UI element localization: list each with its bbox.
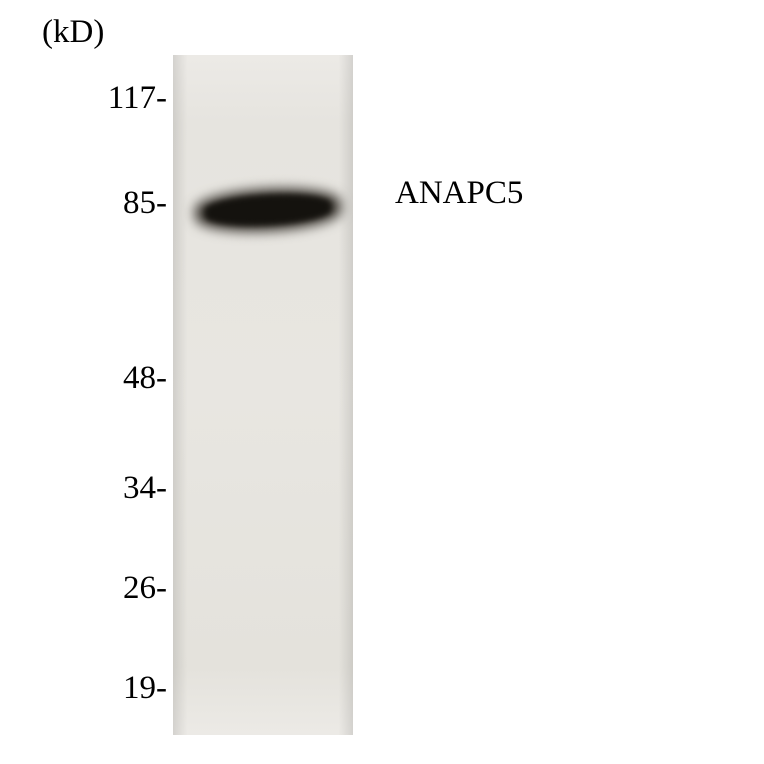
mw-marker-117: 117- bbox=[47, 80, 167, 117]
mw-marker-19: 19- bbox=[47, 670, 167, 707]
mw-marker-48: 48- bbox=[47, 360, 167, 397]
band-label-anapc5: ANAPC5 bbox=[395, 175, 523, 212]
mw-marker-34: 34- bbox=[47, 470, 167, 507]
axis-title: (kD) bbox=[42, 14, 104, 51]
mw-marker-85: 85- bbox=[47, 185, 167, 222]
mw-marker-26: 26- bbox=[47, 570, 167, 607]
blot-figure: (kD) 117- 85- 48- 34- 26- 19- ANAPC5 bbox=[0, 0, 764, 764]
blot-lane bbox=[173, 55, 353, 735]
lane-background bbox=[173, 55, 353, 735]
